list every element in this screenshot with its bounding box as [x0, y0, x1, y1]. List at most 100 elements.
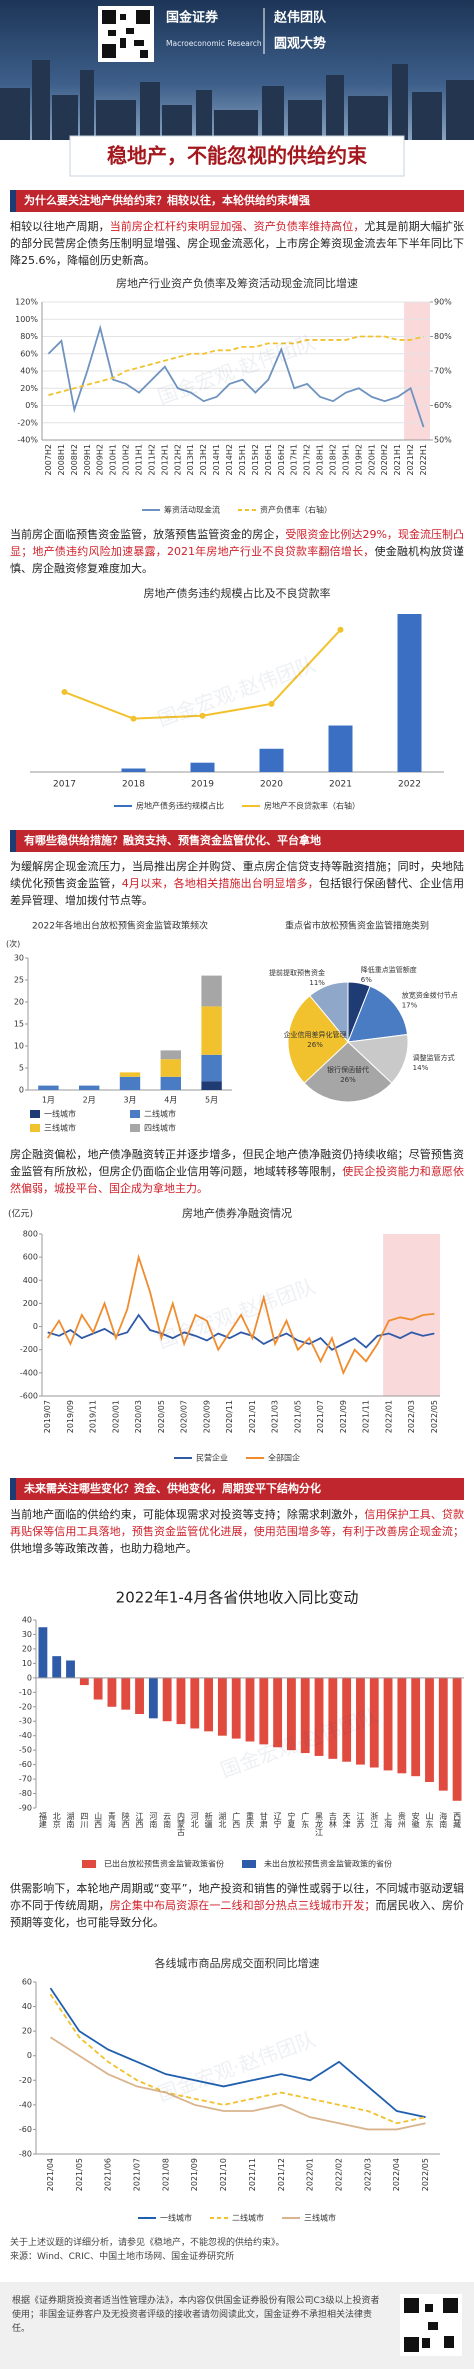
x-tick-label: 2021/12: [277, 2158, 286, 2191]
y-tick-label: 15: [14, 1020, 24, 1029]
y-tick-label: 30: [22, 1630, 32, 1639]
legend: 房地产债务违约规模占比 房地产不良贷款率（右轴）: [114, 801, 360, 811]
x-tick-label: 2021/07: [133, 2158, 142, 2191]
disclaimer: 根据《证券期货投资者适当性管理办法》，本内容仅供国金证券股份有限公司C3级以上投…: [12, 2296, 380, 2334]
body-text: 供需影响下，本轮地产周期或“变平”，地产投资和销售的弹性或弱于以往，不同城市驱动…: [10, 1882, 464, 1912]
y-tick-label: -20%: [17, 418, 38, 427]
legend-swatch: [242, 1860, 256, 1868]
legend-label: 资产负债率（右轴）: [260, 505, 332, 515]
legend: 一线城市 二线城市 三线城市: [138, 2213, 336, 2223]
x-tick-label: 陕西: [121, 1811, 130, 1829]
bar: [397, 614, 422, 772]
bar-segment: [79, 1085, 100, 1090]
y-tick-label: 0%: [25, 401, 38, 410]
bar: [342, 1677, 352, 1762]
x-tick-label: 2012H2: [173, 444, 182, 475]
chart: 房地产债务违约规模占比及不良贷款率 2017 2018 2019 2020 2021 202…: [30, 586, 444, 811]
y-tick-label: 800: [23, 1230, 38, 1239]
slice-value: 11%: [309, 979, 325, 987]
slice-label: 企业信用差异化管理: [284, 1030, 347, 1039]
y-tick-label: -400: [20, 1368, 38, 1377]
qr-code: [98, 6, 154, 62]
x-tick-label: 2021/04: [46, 2158, 55, 2191]
legend-label: 民营企业: [196, 1453, 228, 1463]
body-text: 当前地产面临的供给约束，可能体现需求对投资等支持；除需求刺激外，: [10, 1508, 365, 1521]
bar: [121, 768, 146, 772]
x-tick-label: 2021/11: [362, 1400, 371, 1433]
x-tick-label: 2009H1: [83, 444, 92, 475]
note: 来源：Wind、CRIC、中国土地市场网、国金证券研究所: [10, 2252, 235, 2262]
legend-swatch: [82, 1860, 96, 1868]
x-tick-label: 2022/03: [407, 1400, 416, 1433]
slice-label: 放宽资金拨付节点: [402, 990, 458, 999]
x-tick-label: 2021H2: [406, 444, 415, 475]
y-tick-label: 5: [19, 1064, 24, 1073]
y-tick-label: -80: [19, 1789, 32, 1798]
bar: [369, 1677, 379, 1768]
x-tick-label: 2021/03: [271, 1400, 280, 1433]
y-tick-label: -40: [19, 1731, 32, 1740]
y-tick-label: 40: [22, 1616, 32, 1625]
x-tick-label: 河北: [190, 1811, 199, 1829]
bar: [148, 1677, 158, 1719]
x-tick-label: 2020/07: [180, 1400, 189, 1433]
x-tick-label: 2018H1: [316, 444, 325, 475]
y-tick-label: -60: [19, 1760, 32, 1769]
x-tick-label: 2021/11: [248, 2158, 257, 2191]
x-tick-label: 重庆: [246, 1811, 255, 1829]
data-line: [46, 1253, 435, 1376]
notes: 关于上述议题的详细分析，请参见《稳地产，不能忽视的供给约束》。 来源：Wind、…: [10, 2236, 464, 2264]
bar-segment: [201, 1006, 222, 1055]
x-tick-label: 2012H1: [160, 444, 169, 475]
x-tick-label: 安徽: [411, 1811, 420, 1829]
y-tick-label: -60: [19, 2125, 32, 2134]
section-heading: 为什么要关注地产供给约束？相较以往，本轮供给约束增强: [10, 190, 464, 212]
chart-title: 房地产债务违约规模占比及不良贷款率: [144, 586, 331, 600]
x-tick-label: 甘肃: [259, 1811, 268, 1829]
line-marker: [337, 626, 344, 633]
x-tick-label: 2015H1: [238, 444, 247, 475]
pie-slice: [346, 1033, 409, 1084]
y-tick-label: 0: [19, 1086, 24, 1095]
chart: 房地产行业资产负债率及筹资活动现金流同比增速 -40% -20% 0% 20% 40% 60…: [15, 276, 452, 515]
chart-title: 各线城市商品房成交面积同比增速: [155, 1956, 320, 1970]
x-tick-label: 2021/06: [104, 2158, 113, 2191]
section-heading: 有哪些稳供给措施？融资支持、预售资金监管优化、平台拿地: [10, 830, 464, 852]
x-tick-label: 2011H2: [147, 444, 156, 475]
slice-value: 26%: [307, 1041, 323, 1049]
x-tick-label: 2020/01: [111, 1400, 120, 1433]
bar: [273, 1677, 283, 1748]
y-tick-label: 25: [14, 976, 24, 985]
x-tick-label: 2021/01: [248, 1400, 257, 1433]
section-heading: 未来需关注哪些变化？资金、供地变化，周期变平下结构分化: [10, 1478, 464, 1500]
legend-label: 全部国企: [268, 1453, 300, 1463]
x-tick-label: 5月: [205, 1096, 218, 1105]
x-tick-label: 2019: [191, 780, 214, 790]
y-tick-label: 10: [22, 1659, 32, 1668]
y-tick-label: 60%: [20, 349, 38, 358]
x-tick-label: 2020H2: [380, 444, 389, 475]
data-line: [48, 335, 424, 397]
x-tick-label: 北京: [52, 1812, 61, 1829]
y-tick-label: 40: [22, 2002, 32, 2011]
bar: [287, 1677, 296, 1751]
highlight-text: 使民企投资能力和意愿依然偏弱，城投平台、国企成为拿地主力。: [10, 1165, 464, 1195]
legend-label: 已出台放松预售资金监管政策省份: [104, 1859, 224, 1869]
x-tick-label: 2022/01: [306, 2158, 315, 2191]
paragraph: 当前房企面临预售资金监管，放落预售监管资金的房企，受限资金比例达29%，现金流压…: [10, 526, 464, 577]
column-name: 圆观大势: [274, 36, 326, 52]
legend-label: 房地产不良贷款率（右轴）: [264, 801, 360, 811]
y-tick-label: -200: [20, 1345, 38, 1354]
bar: [204, 1677, 213, 1732]
bar: [300, 1677, 310, 1754]
y-tick-label: -10: [19, 1688, 32, 1697]
brand-english: Macroeconomic Research: [166, 39, 262, 48]
x-tick-label: 四川: [80, 1812, 89, 1828]
x-tick-label: 福建: [38, 1812, 47, 1829]
y2-tick-label: 50%: [434, 436, 452, 445]
header: 国金证券 Macroeconomic Research 赵伟团队 圆观大势 稳地…: [0, 0, 474, 177]
legend-label: 四线城市: [144, 1123, 176, 1133]
x-tick-label: 2020: [260, 780, 283, 790]
team-name: 赵伟团队: [273, 10, 327, 26]
legend-swatch: [130, 1110, 140, 1118]
